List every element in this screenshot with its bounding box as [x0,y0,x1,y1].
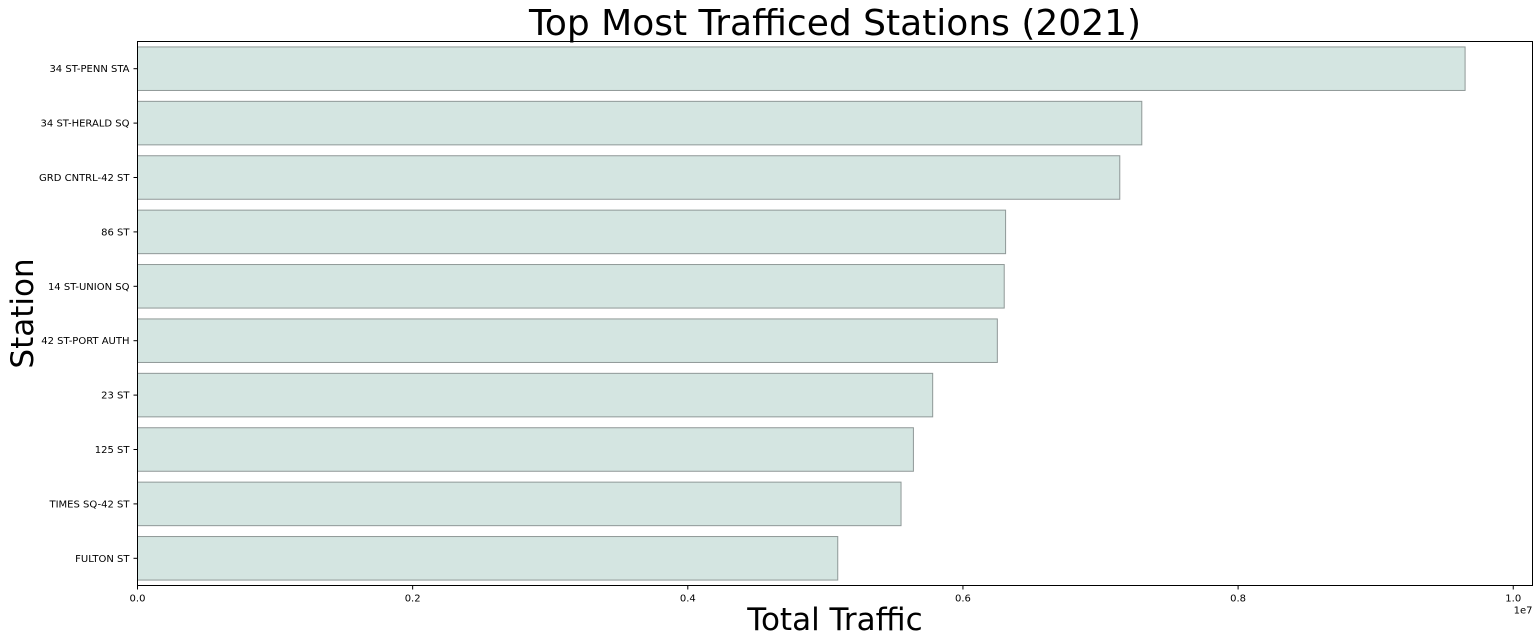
bar-34-st-herald-sq [137,100,1143,146]
y-tick-label: 23 ST [101,391,130,402]
bar-fulton-st [137,536,839,581]
x-axis-label: Total Traffic [746,602,922,638]
axes-frame [137,41,1533,586]
y-axis-label: Station [5,258,41,368]
x-tick-label: 0.4 [680,594,696,605]
bar-14-st-union-sq [137,264,1005,309]
y-tick-label: 125 ST [95,445,131,456]
bar-125-st [137,427,914,472]
x-axis-ticks: 0.0 0.2 0.4 0.6 0.8 1.0 [130,585,1521,605]
chart-title: Top Most Trafficed Stations (2021) [528,3,1141,44]
y-tick-label: 86 ST [101,227,130,238]
bar-86-st [137,209,1007,255]
y-tick-label: 34 ST-PENN STA [49,64,129,75]
bar-grd-cntrl-42-st [137,155,1121,200]
x-tick-label: 0.0 [130,594,146,605]
bar-34-st-penn-sta [137,46,1466,91]
y-tick-label: GRD CNTRL-42 ST [39,173,130,184]
bar-42-st-port-auth [137,318,998,363]
bar-times-sq-42-st [137,481,902,527]
x-tick-label: 0.6 [955,594,971,605]
y-tick-label: FULTON ST [75,554,130,565]
y-tick-label: 42 ST-PORT AUTH [41,336,129,347]
y-tick-label: TIMES SQ-42 ST [49,499,131,510]
x-axis-offset-label: 1e7 [1514,606,1533,617]
y-tick-label: 14 ST-UNION SQ [48,282,130,293]
y-axis-ticks: 34 ST-PENN STA 34 ST-HERALD SQ GRD CNTRL-4… [39,64,138,565]
x-tick-label: 0.2 [405,594,421,605]
x-tick-label: 1.0 [1505,594,1521,605]
bars-group [137,46,1466,581]
y-tick-label: 34 ST-HERALD SQ [41,119,130,130]
x-tick-label: 0.8 [1230,594,1246,605]
bar-23-st [137,372,934,418]
